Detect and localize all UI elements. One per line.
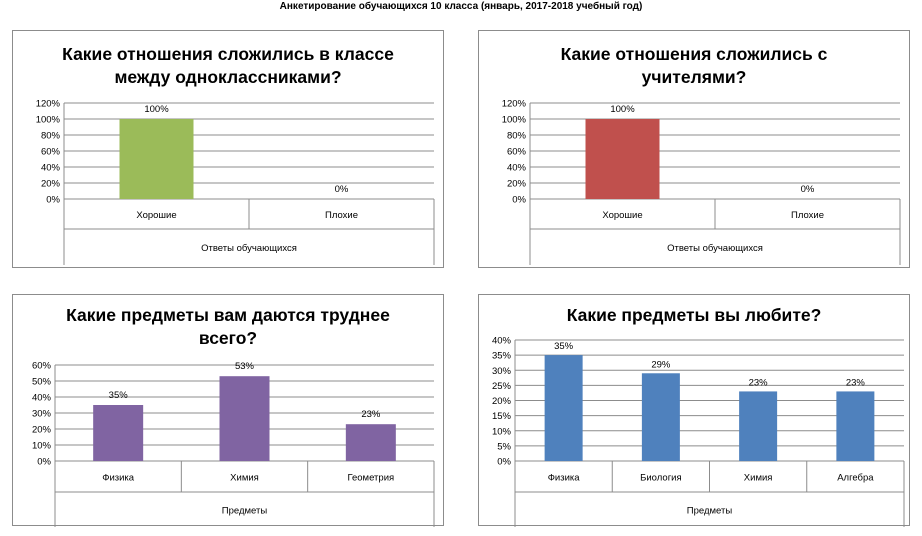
y-tick-label: 10%: [32, 441, 52, 452]
x-axis-label: Ответы обучающихся: [667, 243, 763, 254]
x-axis-label: Предметы: [687, 506, 733, 517]
y-tick-label: 20%: [32, 425, 52, 436]
y-tick-label: 40%: [492, 336, 512, 347]
chart-title-line: Какие отношения сложились в классе: [62, 44, 394, 64]
data-label: 35%: [109, 390, 129, 401]
category-label: Химия: [230, 473, 259, 484]
bar: [641, 373, 680, 461]
data-label: 35%: [554, 341, 574, 352]
chart-title-line: Какие отношения сложились с: [560, 44, 828, 64]
data-label: 0%: [801, 184, 815, 195]
bar: [836, 391, 875, 461]
chart-title-line: между одноклассниками?: [114, 67, 342, 87]
bar: [544, 355, 583, 461]
chart-plot: 0% 5% 10% 15% 20% 25% 30% 35% 40% 35% Физика 29% Био…: [492, 336, 905, 527]
y-tick-label: 120%: [36, 99, 61, 110]
chart-title-line: Какие предметы вы любите?: [566, 305, 822, 325]
y-tick-label: 80%: [41, 131, 61, 142]
category-label: Биология: [640, 473, 681, 484]
chart-teachers-relations: Какие отношения сложились с учителями? 0% 2…: [478, 30, 910, 268]
y-tick-label: 120%: [502, 99, 527, 110]
data-label: 0%: [335, 184, 349, 195]
y-tick-label: 0%: [512, 195, 526, 206]
y-tick-label: 60%: [32, 361, 52, 372]
y-tick-label: 20%: [41, 179, 61, 190]
data-label: 23%: [749, 377, 769, 388]
y-tick-label: 15%: [492, 411, 512, 422]
y-tick-label: 40%: [41, 163, 61, 174]
category-label: Хорошие: [602, 210, 642, 221]
y-tick-label: 30%: [32, 409, 52, 420]
x-axis-label: Ответы обучающихся: [201, 243, 297, 254]
y-tick-label: 60%: [507, 147, 527, 158]
y-tick-label: 5%: [497, 441, 511, 452]
category-label: Геометрия: [347, 473, 394, 484]
category-label: Плохие: [325, 210, 358, 221]
y-tick-label: 80%: [507, 131, 527, 142]
data-label: 100%: [610, 104, 635, 115]
chart-classmates-relations: Какие отношения сложились в классе между …: [12, 30, 444, 268]
chart-title-line: учителями?: [641, 67, 747, 87]
data-label: 23%: [361, 409, 381, 420]
y-tick-label: 0%: [37, 457, 51, 468]
y-tick-label: 0%: [497, 457, 511, 468]
bar: [119, 119, 194, 199]
bar: [739, 391, 778, 461]
chart-plot: 0% 10% 20% 30% 40% 50% 60% 35% Физика 53% Химия 23%…: [32, 361, 435, 527]
y-tick-label: 100%: [36, 115, 61, 126]
y-tick-label: 60%: [41, 147, 61, 158]
page-title: Анкетирование обучающихся 10 класса (янв…: [279, 1, 643, 12]
chart-title-line: Какие предметы вам даются труднее: [66, 305, 390, 325]
y-tick-label: 35%: [492, 351, 512, 362]
category-label: Химия: [744, 473, 773, 484]
data-label: 100%: [144, 104, 169, 115]
y-tick-label: 40%: [32, 393, 52, 404]
category-label: Плохие: [791, 210, 824, 221]
y-tick-label: 25%: [492, 381, 512, 392]
y-tick-label: 40%: [507, 163, 527, 174]
bar: [345, 424, 396, 461]
data-label: 29%: [651, 359, 671, 370]
category-label: Хорошие: [136, 210, 176, 221]
y-tick-label: 10%: [492, 426, 512, 437]
x-axis-label: Предметы: [222, 506, 268, 517]
bar: [585, 119, 660, 199]
y-tick-label: 20%: [492, 396, 512, 407]
chart-plot: 0% 20% 40% 60% 80% 100% 120% 100% Хорошие 0% Плохи…: [502, 99, 901, 265]
data-label: 53%: [235, 361, 255, 372]
category-label: Физика: [548, 473, 581, 484]
chart-plot: 0% 20% 40% 60% 80% 100% 120% 100% Хорошие 0% Плохи…: [36, 99, 435, 265]
chart-favorite-subjects: Какие предметы вы любите? 0% 5% 10% 15% 20% 25…: [478, 294, 910, 527]
chart-hardest-subjects: Какие предметы вам даются труднее всего? 0…: [12, 294, 444, 527]
category-label: Алгебра: [837, 473, 874, 484]
y-tick-label: 0%: [46, 195, 60, 206]
y-tick-label: 100%: [502, 115, 527, 126]
category-label: Физика: [102, 473, 135, 484]
y-tick-label: 50%: [32, 377, 52, 388]
data-label: 23%: [846, 377, 866, 388]
chart-title-line: всего?: [198, 328, 258, 348]
y-tick-label: 30%: [492, 366, 512, 377]
bar: [93, 405, 144, 461]
bar: [219, 376, 270, 461]
y-tick-label: 20%: [507, 179, 527, 190]
